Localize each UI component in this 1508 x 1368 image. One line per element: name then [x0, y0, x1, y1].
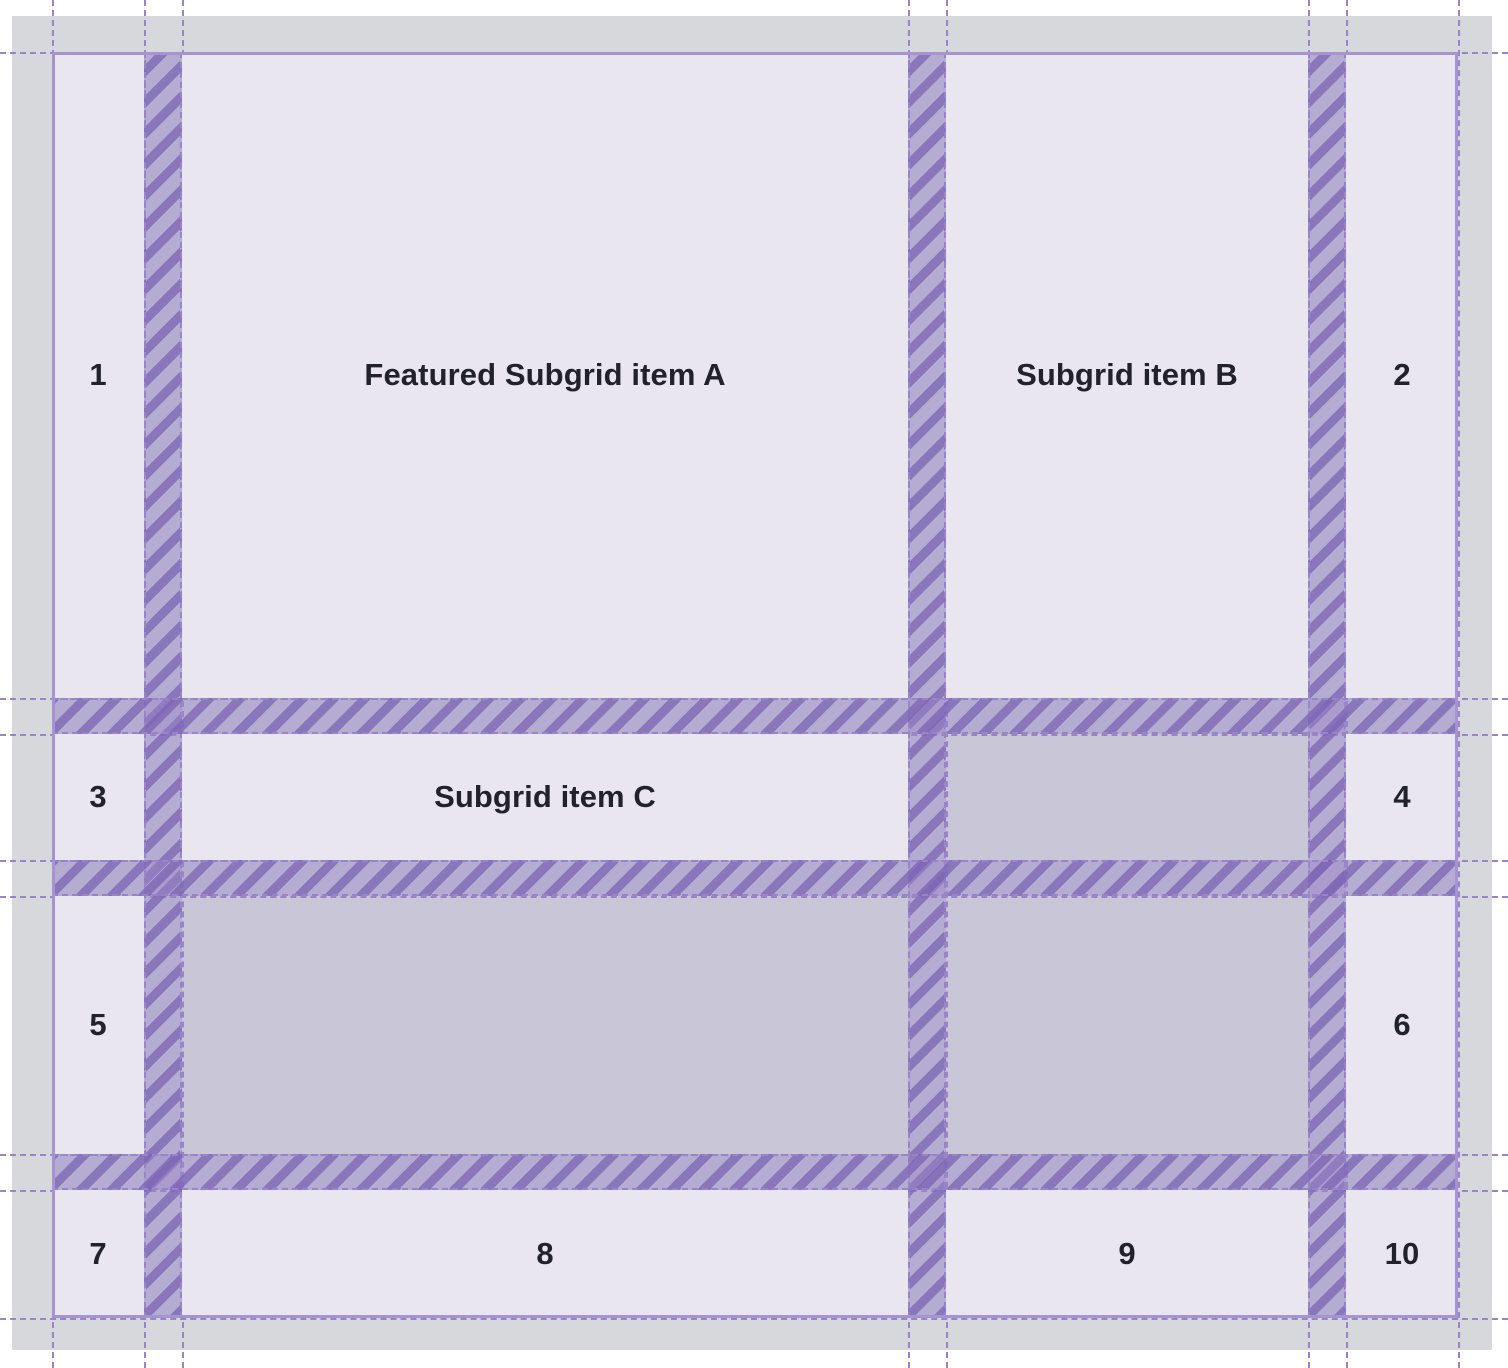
grid-item-5[interactable]: 5: [52, 896, 144, 1154]
grid-item-subgrid-c[interactable]: Subgrid item C: [182, 734, 908, 860]
grid-item-10[interactable]: 10: [1346, 1190, 1458, 1318]
grid-item-8[interactable]: 8: [182, 1190, 908, 1318]
grid-item-1[interactable]: 1: [52, 52, 144, 698]
grid-item-7[interactable]: 7: [52, 1190, 144, 1318]
grid-item-6[interactable]: 6: [1346, 896, 1458, 1154]
row-gap-2: [52, 860, 1458, 896]
grid-item-featured-a[interactable]: Featured Subgrid item A: [182, 52, 908, 698]
grid-cell-row2-col3-empty: [946, 734, 1308, 860]
column-gap-1: [144, 52, 182, 1318]
grid-item-2[interactable]: 2: [1346, 52, 1458, 698]
grid-item-subgrid-b[interactable]: Subgrid item B: [946, 52, 1308, 698]
grid-item-4[interactable]: 4: [1346, 734, 1458, 860]
row-gap-1: [52, 698, 1458, 734]
row-gap-3: [52, 1154, 1458, 1190]
grid-item-9[interactable]: 9: [946, 1190, 1308, 1318]
grid-container: 1 Featured Subgrid item A Subgrid item B…: [52, 52, 1458, 1318]
column-gap-3: [1308, 52, 1346, 1318]
grid-cell-row3-col3-empty: [946, 896, 1308, 1154]
column-gap-2: [908, 52, 946, 1318]
grid-item-3[interactable]: 3: [52, 734, 144, 860]
grid-cell-row3-col2-empty: [182, 896, 908, 1154]
